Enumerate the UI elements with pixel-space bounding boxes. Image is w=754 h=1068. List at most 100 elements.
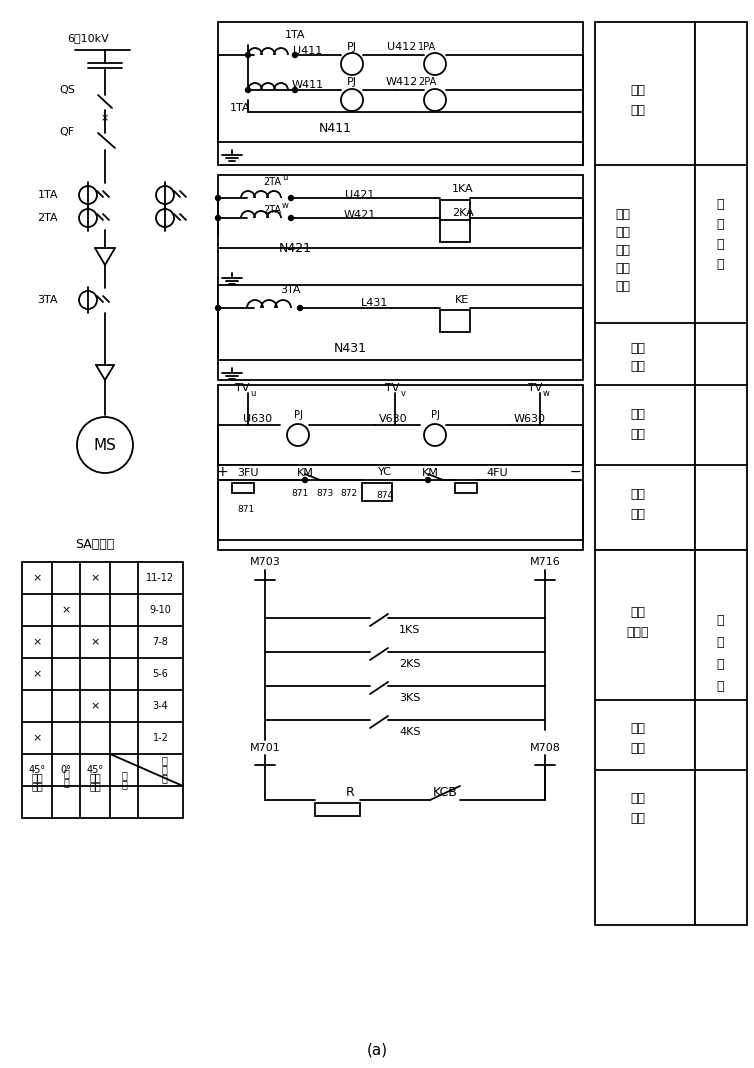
Text: 45°: 45° [29,765,45,775]
Circle shape [424,89,446,111]
Text: U411: U411 [293,46,323,56]
Text: 跳闸: 跳闸 [630,812,645,824]
Circle shape [302,477,308,483]
Circle shape [79,186,97,204]
Text: 保护: 保护 [615,281,630,294]
Text: 跳: 跳 [63,778,69,787]
Text: 5-6: 5-6 [152,669,168,679]
Text: TV: TV [234,383,249,393]
Text: 2TA: 2TA [263,205,281,215]
Text: 871: 871 [238,505,255,515]
Text: 1KA: 1KA [452,184,474,194]
Bar [455,483,477,493]
Text: 号: 号 [716,635,724,648]
Bar [695,550,747,925]
Bar [218,285,583,380]
Text: W630: W630 [514,414,546,424]
Text: 电流: 电流 [615,208,630,221]
Text: 2TA: 2TA [38,213,58,223]
Bar [232,483,254,493]
Text: PJ: PJ [347,77,357,87]
Bar [218,175,583,323]
Text: 874: 874 [376,490,394,500]
Circle shape [216,216,220,220]
Text: KE: KE [455,295,469,305]
Text: 4FU: 4FU [486,468,507,478]
Text: V630: V630 [379,414,407,424]
Text: 测量: 测量 [630,83,645,96]
Bar [22,562,183,818]
Text: 试验: 试验 [89,781,101,791]
Text: 接地: 接地 [630,342,645,355]
Text: 2PA: 2PA [418,77,436,87]
Text: MS: MS [93,438,116,453]
Bar [362,483,392,501]
Text: 3-4: 3-4 [152,701,168,711]
Text: 1TA: 1TA [38,190,58,200]
Circle shape [246,52,250,58]
Text: M703: M703 [250,557,280,567]
Text: 1KS: 1KS [400,625,421,635]
Text: 触: 触 [161,773,167,783]
Text: 871: 871 [291,488,308,498]
Text: L431: L431 [361,298,389,308]
Text: ×: × [101,113,109,123]
Text: TV: TV [528,383,542,393]
Circle shape [341,89,363,111]
Text: 合闸: 合闸 [89,772,101,782]
Bar [440,200,470,222]
Text: 事故: 事故 [630,791,645,804]
Circle shape [156,186,174,204]
Text: 电压: 电压 [630,408,645,422]
Text: YC: YC [378,467,392,477]
Circle shape [289,216,293,220]
Text: 接地: 接地 [630,722,645,735]
Text: TV: TV [385,383,399,393]
Bar [315,803,360,816]
Text: 1PA: 1PA [418,42,436,52]
Text: w: w [281,202,289,210]
Text: QF: QF [60,127,75,137]
Circle shape [424,53,446,75]
Circle shape [216,305,220,311]
Text: ×: × [90,637,100,647]
Text: 掉牌: 掉牌 [630,606,645,618]
Text: 未复归: 未复归 [627,627,649,640]
Bar [218,22,583,164]
Bar [695,22,747,550]
Text: 回路: 回路 [630,428,645,441]
Text: PJ: PJ [431,410,440,420]
Circle shape [341,53,363,75]
Text: 点: 点 [161,764,167,774]
Text: 3TA: 3TA [38,295,58,305]
Text: U421: U421 [345,190,375,200]
Text: 路: 路 [716,679,724,692]
Text: 信: 信 [716,613,724,627]
Text: w: w [543,389,550,397]
Bar [218,384,583,465]
Text: 873: 873 [317,488,333,498]
Text: R: R [345,786,354,800]
Circle shape [79,209,97,227]
Circle shape [79,290,97,309]
Text: 电: 电 [716,199,724,211]
Circle shape [77,417,133,473]
Bar [595,22,695,550]
Text: KM: KM [421,468,438,478]
Circle shape [424,424,446,446]
Text: N431: N431 [333,342,366,355]
Text: KM: KM [296,468,314,478]
Circle shape [216,195,220,201]
Text: 0°: 0° [60,765,72,775]
Text: N421: N421 [278,241,311,254]
Text: 2KA: 2KA [452,208,474,218]
Text: ×: × [32,733,41,743]
Text: QS: QS [59,85,75,95]
Text: 路: 路 [716,258,724,271]
Text: 号: 号 [161,755,167,765]
Text: W421: W421 [344,210,376,220]
Text: 1TA: 1TA [285,30,305,40]
Text: 信号: 信号 [630,741,645,754]
Text: ×: × [32,669,41,679]
Text: 3FU: 3FU [238,468,259,478]
